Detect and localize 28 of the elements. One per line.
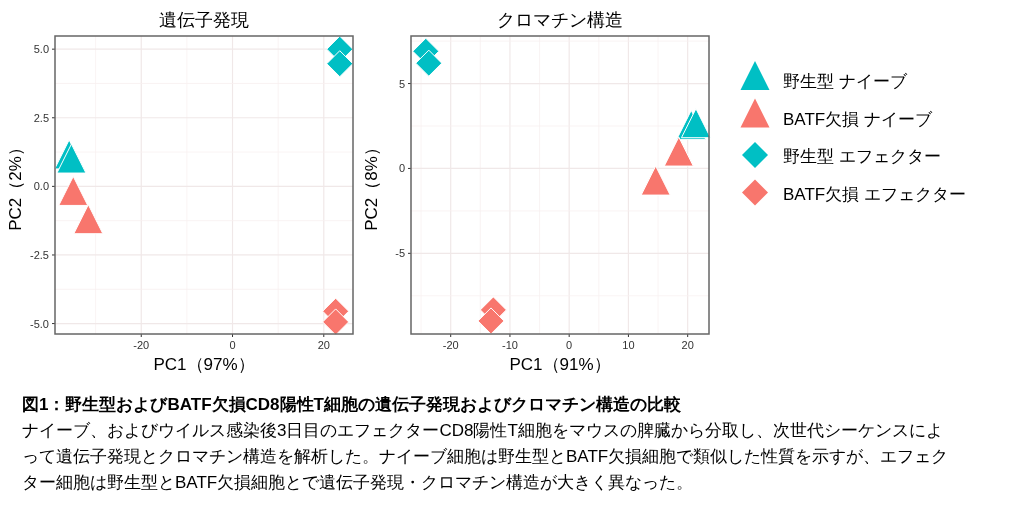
- y-tick-label: 2.5: [33, 111, 49, 124]
- x-tick-label: 0: [566, 339, 573, 351]
- y-tick-label: -2.5: [30, 248, 49, 261]
- y-tick-label: 5.0: [33, 43, 49, 56]
- chart-title: 遺伝子発現: [159, 10, 249, 30]
- x-tick-label: -20: [442, 339, 459, 351]
- y-tick-label: -5: [395, 247, 405, 260]
- chart-title: クロマチン構造: [497, 10, 623, 30]
- legend-label: 野生型 ナイーブ: [783, 72, 908, 91]
- x-tick-label: -10: [501, 339, 518, 351]
- y-tick-label: 0: [398, 162, 405, 175]
- y-tick-label: 5: [398, 77, 405, 90]
- x-tick-label: 20: [317, 339, 330, 351]
- y-tick-label: -5.0: [30, 317, 49, 330]
- y-axis-title: PC2（8%）: [362, 139, 381, 231]
- x-tick-label: 10: [622, 339, 635, 351]
- legend-label: 野生型 エフェクター: [783, 147, 941, 166]
- text: ナイーブ、およびウイルス感染後3日目のエフェクターCD8陽性T細胞をマウスの脾臓から分取し、次世代シーケンスによって遺伝子発現とクロマチン構造を解析した。ナイーブ細胞は野生型とBATF欠損細胞で類似した性質を示すが、エフェクター細胞は野生型とBATF欠損細胞とで遺伝子発現・クロマチン構造が大きく異なった。: [22, 420, 950, 494]
- y-axis-title: PC2（2%）: [6, 139, 25, 231]
- legend-label: BATF欠損 ナイーブ: [783, 109, 933, 129]
- x-axis-title: PC1（97%）: [153, 355, 255, 374]
- caption: 図1：野生型およびBATF欠損CD8陽性T細胞の遺伝子発現およびクロマチン構造の比較: [22, 394, 682, 416]
- y-tick-label: 0.0: [33, 180, 49, 193]
- legend-label: BATF欠損 エフェクター: [783, 184, 966, 204]
- x-tick-label: 20: [681, 339, 694, 351]
- x-tick-label: -20: [133, 339, 150, 351]
- x-tick-label: 0: [229, 339, 236, 351]
- x-axis-title: PC1（91%）: [509, 355, 611, 374]
